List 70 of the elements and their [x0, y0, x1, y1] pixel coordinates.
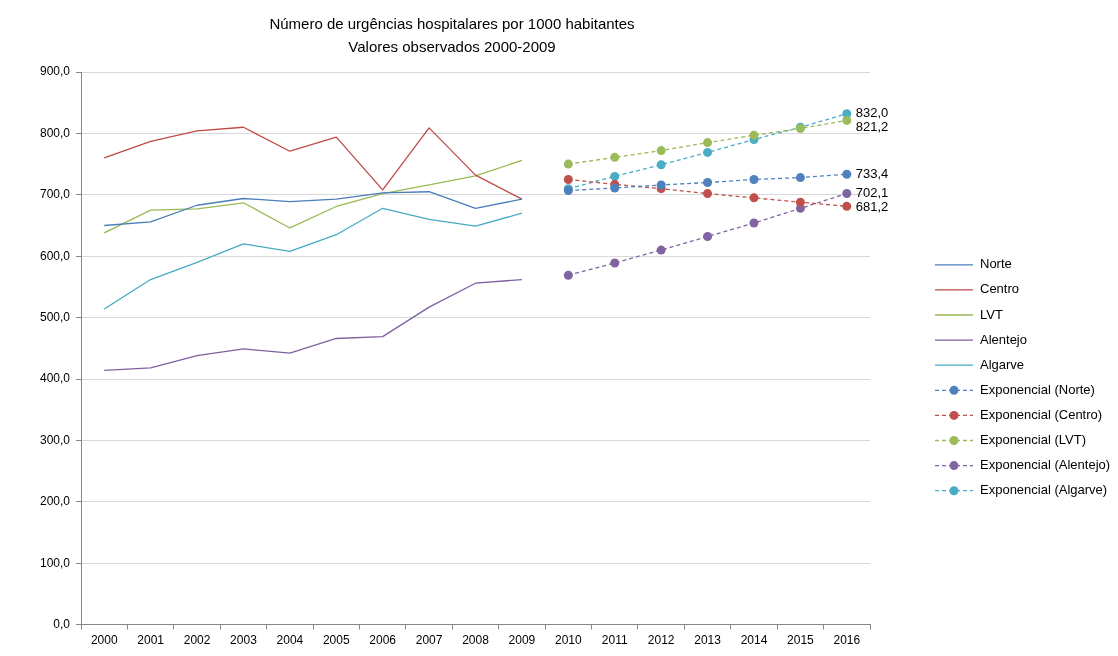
y-tick-label: 100,0: [40, 555, 71, 570]
x-tick-label: 2014: [740, 633, 768, 648]
legend-label: Exponencial (Algarve): [980, 482, 1108, 498]
point: [749, 193, 759, 203]
legend-label: LVT: [980, 306, 1003, 322]
x-tick-label: 2012: [647, 633, 675, 648]
point: [795, 173, 805, 183]
x-tick-label: 2003: [230, 633, 258, 648]
legend-label: Algarve: [980, 356, 1025, 372]
point: [749, 174, 759, 184]
legend-label: Centro: [980, 281, 1020, 297]
legend-label: Exponencial (LVT): [980, 432, 1086, 448]
y-tick-label: 900,0: [40, 64, 71, 79]
point: [656, 180, 666, 190]
x-tick-label: 2004: [276, 633, 304, 648]
x-tick-label: 2013: [694, 633, 722, 648]
y-tick-label: 0,0: [53, 616, 71, 631]
y-tick-label: 400,0: [40, 371, 71, 386]
x-tick-label: 2011: [601, 633, 628, 648]
y-tick-label: 800,0: [40, 125, 71, 140]
point: [842, 201, 852, 211]
y-tick-label: 700,0: [40, 187, 71, 202]
point: [610, 258, 620, 268]
point: [610, 171, 620, 181]
legend-label: Exponencial (Alentejo): [980, 457, 1111, 473]
point: [703, 189, 713, 199]
x-tick-label: 2001: [137, 633, 165, 648]
point: [563, 270, 573, 280]
x-tick-label: 2006: [369, 633, 397, 648]
point: [610, 183, 620, 193]
point: [703, 232, 713, 242]
point: [842, 115, 852, 125]
data-label: 832,0: [855, 105, 889, 121]
point: [563, 159, 573, 169]
point: [703, 178, 713, 188]
point: [842, 189, 852, 199]
legend-label: Exponencial (Norte): [980, 381, 1095, 397]
x-tick-label: 2000: [90, 633, 118, 648]
point: [795, 197, 805, 207]
point: [703, 138, 713, 148]
point: [656, 146, 666, 156]
x-tick-label: 2008: [462, 633, 490, 648]
x-tick-label: 2009: [508, 633, 536, 648]
x-tick-label: 2007: [415, 633, 443, 648]
y-tick-label: 500,0: [40, 309, 71, 324]
point: [656, 245, 666, 255]
data-label: 733,4: [855, 165, 889, 181]
chart-subtitle: Valores observados 2000-2009: [348, 38, 556, 56]
point: [749, 218, 759, 228]
y-tick-label: 200,0: [40, 494, 71, 509]
y-tick-label: 300,0: [40, 432, 71, 447]
x-tick-label: 2010: [554, 633, 582, 648]
x-tick-label: 2015: [787, 633, 815, 648]
point: [610, 152, 620, 162]
point: [749, 130, 759, 140]
point: [703, 147, 713, 157]
legend-label: Exponencial (Centro): [980, 406, 1103, 422]
data-label: 702,1: [855, 185, 889, 201]
y-tick-label: 600,0: [40, 248, 71, 263]
data-label: 821,2: [855, 119, 889, 135]
point: [842, 169, 852, 179]
point: [563, 174, 573, 184]
data-label: 681,2: [855, 199, 889, 215]
point: [656, 160, 666, 170]
legend-label: Alentejo: [980, 331, 1027, 347]
x-tick-label: 2005: [322, 633, 350, 648]
x-tick-label: 2016: [833, 633, 861, 648]
legend-label: Norte: [980, 256, 1012, 272]
x-tick-label: 2002: [183, 633, 211, 648]
chart-title: Número de urgências hospitalares por 1000 habitantes: [269, 15, 635, 33]
